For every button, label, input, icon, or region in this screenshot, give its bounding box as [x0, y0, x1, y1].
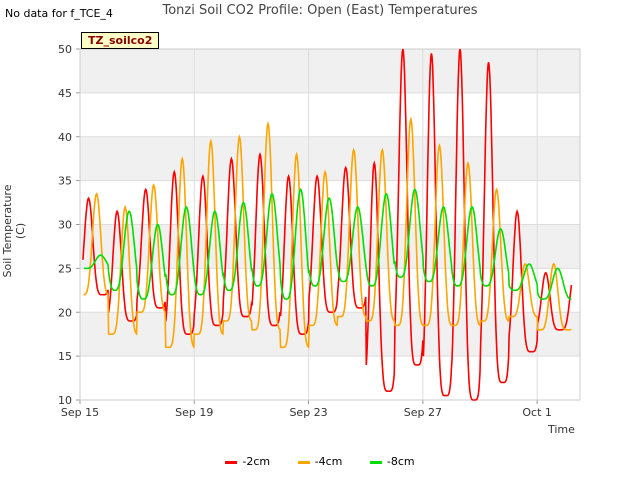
y-tick-label: 35 — [58, 175, 72, 188]
series-line-neg4cm — [83, 116, 572, 350]
legend-label-8cm: -8cm — [386, 455, 415, 468]
y-tick-label: 50 — [58, 43, 72, 56]
y-tick-label: 10 — [58, 394, 72, 407]
y-tick-label: 15 — [58, 350, 72, 363]
y-tick-label: 45 — [58, 87, 72, 100]
x-tick-label: Oct 1 — [522, 406, 552, 419]
x-tick-label: Sep 23 — [289, 406, 327, 419]
y-tick-label: 25 — [58, 262, 72, 275]
legend-swatch-4cm — [297, 460, 310, 464]
y-tick-label: 30 — [58, 219, 72, 232]
series-line-neg8cm — [83, 188, 572, 300]
legend: -2cm -4cm -8cm — [0, 455, 640, 468]
legend-swatch-2cm — [225, 460, 238, 464]
y-tick-label: 40 — [58, 131, 72, 144]
chart-title: Tonzi Soil CO2 Profile: Open (East) Temp… — [162, 3, 478, 18]
legend-swatch-8cm — [369, 460, 382, 464]
series-line-neg2cm — [82, 48, 573, 401]
plot-band — [80, 312, 580, 357]
x-tick-label: Sep 19 — [175, 406, 213, 419]
legend-label-2cm: -2cm — [242, 455, 271, 468]
plot-band — [80, 49, 580, 93]
y-tick-label: 20 — [58, 306, 72, 319]
x-tick-label: Sep 27 — [404, 406, 442, 419]
legend-item-2cm: -2cm — [225, 455, 270, 468]
legend-item-8cm: -8cm — [369, 455, 415, 468]
site-tag-label: TZ_soilco2 — [81, 32, 160, 49]
x-axis-label: Time — [548, 423, 575, 436]
plot-frame — [79, 48, 581, 401]
plot-band — [80, 136, 580, 181]
legend-item-4cm: -4cm — [297, 455, 343, 468]
legend-label-4cm: -4cm — [314, 455, 343, 468]
x-tick-label: Sep 15 — [61, 406, 99, 419]
no-data-note: No data for f_TCE_4 — [5, 7, 113, 20]
y-axis-label: Soil Temperature (C) — [1, 184, 27, 278]
